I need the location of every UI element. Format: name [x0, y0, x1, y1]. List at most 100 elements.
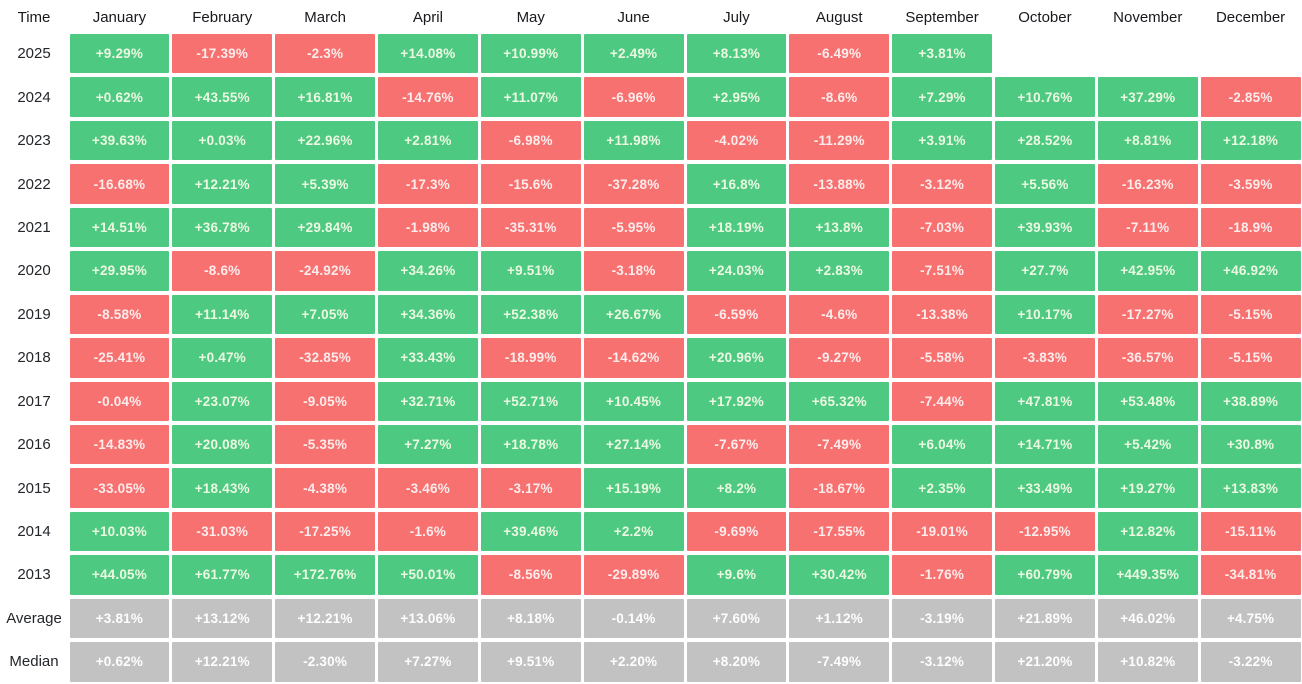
- return-value: +29.95%: [69, 251, 170, 291]
- return-cell: +61.77%: [171, 553, 274, 596]
- table-row-average: Average +3.81% +13.12% +12.21% +13.06% +8.18%…: [0, 597, 1302, 640]
- table-row-2021: 2021 +14.51% +36.78% +29.84% -1.98% -35.31% -5…: [0, 206, 1302, 249]
- return-value: +30.42%: [789, 555, 890, 595]
- table-row-median: Median +0.62% +12.21% -2.30% +7.27% +9.51% +2.…: [0, 640, 1302, 683]
- return-cell: -1.98%: [377, 206, 480, 249]
- return-cell: +0.47%: [171, 336, 274, 379]
- return-cell: -24.92%: [274, 249, 377, 292]
- return-cell: +13.8%: [788, 206, 891, 249]
- return-cell: -34.81%: [1199, 553, 1302, 596]
- return-value: -19.01%: [892, 511, 992, 552]
- return-value: +12.21%: [275, 598, 375, 639]
- return-value: -3.17%: [480, 468, 581, 508]
- return-cell: -5.15%: [1199, 293, 1302, 336]
- return-cell: -36.57%: [1096, 336, 1199, 379]
- return-value: -6.49%: [789, 34, 890, 74]
- return-cell: -1.76%: [891, 553, 994, 596]
- table-row-2013: 2013 +44.05% +61.77% +172.76% +50.01% -8.56% -…: [0, 553, 1302, 596]
- return-value: +12.18%: [1200, 120, 1301, 161]
- return-value: -7.44%: [892, 381, 992, 421]
- return-value: -18.99%: [480, 338, 581, 378]
- return-cell: -6.98%: [479, 119, 582, 162]
- return-cell: +449.35%: [1096, 553, 1199, 596]
- return-value: +28.52%: [995, 120, 1095, 161]
- return-cell: +3.81%: [891, 32, 994, 75]
- return-cell: -31.03%: [171, 510, 274, 553]
- return-cell: +47.81%: [994, 380, 1097, 423]
- return-cell: +2.83%: [788, 249, 891, 292]
- return-cell: +4.75%: [1199, 597, 1302, 640]
- return-value: +13.12%: [172, 598, 273, 639]
- return-value: -5.15%: [1200, 294, 1301, 335]
- return-cell: +19.27%: [1096, 466, 1199, 509]
- return-cell: +32.71%: [377, 380, 480, 423]
- row-label-2023: 2023: [17, 132, 51, 150]
- return-value: -8.58%: [69, 294, 170, 335]
- return-value: +0.62%: [69, 77, 170, 117]
- return-value: -4.02%: [686, 120, 787, 161]
- return-cell: +17.92%: [685, 380, 788, 423]
- return-cell: -17.3%: [377, 162, 480, 205]
- return-cell: -25.41%: [68, 336, 171, 379]
- return-cell: -16.23%: [1096, 162, 1199, 205]
- return-value: +34.26%: [378, 251, 478, 291]
- return-cell: +9.6%: [685, 553, 788, 596]
- return-cell: +34.26%: [377, 249, 480, 292]
- return-value: +18.19%: [686, 207, 787, 248]
- return-cell: -8.58%: [68, 293, 171, 336]
- return-value: +38.89%: [1200, 381, 1301, 421]
- return-cell: +46.92%: [1199, 249, 1302, 292]
- return-cell: -13.38%: [891, 293, 994, 336]
- table-row-2019: 2019 -8.58% +11.14% +7.05% +34.36% +52.38% +26…: [0, 293, 1302, 336]
- return-cell: +27.14%: [582, 423, 685, 466]
- return-cell: -3.12%: [891, 640, 994, 683]
- return-value: +2.35%: [892, 468, 992, 508]
- return-value: +8.13%: [686, 34, 787, 74]
- return-value: +11.98%: [583, 120, 684, 161]
- return-value: +17.92%: [686, 381, 787, 421]
- return-cell: +60.79%: [994, 553, 1097, 596]
- row-label-2014: 2014: [17, 523, 51, 541]
- return-value: +20.96%: [686, 338, 787, 378]
- return-cell: +39.46%: [479, 510, 582, 553]
- row-label-2018: 2018: [17, 349, 51, 367]
- return-value: -17.25%: [275, 511, 375, 552]
- return-cell: +23.07%: [171, 380, 274, 423]
- return-cell: +14.51%: [68, 206, 171, 249]
- return-value: +2.20%: [583, 642, 684, 682]
- return-value: +27.7%: [995, 251, 1095, 291]
- return-cell: -3.46%: [377, 466, 480, 509]
- column-header-march: March: [304, 8, 346, 26]
- return-value: -3.59%: [1200, 164, 1301, 204]
- return-value: -5.58%: [892, 338, 992, 378]
- table-row-2024: 2024 +0.62% +43.55% +16.81% -14.76% +11.07% -6…: [0, 75, 1302, 118]
- return-value: -36.57%: [1097, 338, 1198, 378]
- return-value: -4.6%: [789, 294, 890, 335]
- return-value: +18.78%: [480, 424, 581, 465]
- return-value: -3.12%: [892, 164, 992, 204]
- return-cell: -18.9%: [1199, 206, 1302, 249]
- return-value: -7.49%: [789, 424, 890, 465]
- return-value: +7.60%: [686, 598, 787, 639]
- return-value: -6.59%: [686, 294, 787, 335]
- return-cell: -3.19%: [891, 597, 994, 640]
- return-value: -17.55%: [789, 511, 890, 552]
- return-cell: [1199, 32, 1302, 75]
- return-cell: -11.29%: [788, 119, 891, 162]
- return-cell: +52.38%: [479, 293, 582, 336]
- return-cell: -9.69%: [685, 510, 788, 553]
- row-label-2024: 2024: [17, 88, 51, 106]
- return-value: +172.76%: [275, 555, 375, 595]
- return-cell: -7.51%: [891, 249, 994, 292]
- return-cell: -0.14%: [582, 597, 685, 640]
- return-cell: +42.95%: [1096, 249, 1199, 292]
- return-value: +44.05%: [69, 555, 170, 595]
- return-cell: [1096, 32, 1199, 75]
- return-value: +10.99%: [480, 34, 581, 74]
- row-label-2021: 2021: [17, 218, 51, 236]
- return-value: +42.95%: [1097, 251, 1198, 291]
- return-value: +52.71%: [480, 381, 581, 421]
- return-value: -7.67%: [686, 424, 787, 465]
- return-value: +60.79%: [995, 555, 1095, 595]
- return-cell: -3.18%: [582, 249, 685, 292]
